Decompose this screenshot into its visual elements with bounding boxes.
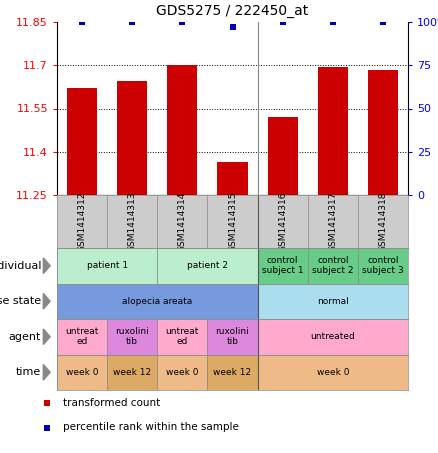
Text: week 0: week 0 — [166, 368, 198, 377]
Bar — [157, 248, 258, 284]
Text: GSM1414314: GSM1414314 — [178, 191, 187, 252]
Text: transformed count: transformed count — [64, 397, 161, 408]
Bar — [67, 88, 97, 195]
Bar — [258, 248, 308, 284]
Text: patient 2: patient 2 — [187, 261, 228, 270]
Text: control
subject 2: control subject 2 — [312, 256, 353, 275]
Text: disease state: disease state — [0, 296, 41, 306]
Bar — [217, 162, 247, 195]
Bar — [208, 355, 258, 390]
Text: percentile rank within the sample: percentile rank within the sample — [64, 423, 239, 433]
Text: individual: individual — [0, 261, 41, 271]
Bar — [258, 355, 408, 390]
Bar — [117, 81, 147, 195]
Text: week 0: week 0 — [66, 368, 98, 377]
Polygon shape — [43, 329, 50, 345]
Text: normal: normal — [317, 297, 349, 306]
Text: GSM1414312: GSM1414312 — [78, 191, 87, 252]
Text: ruxolini
tib: ruxolini tib — [115, 327, 149, 347]
Text: GSM1414316: GSM1414316 — [278, 191, 287, 252]
Bar — [358, 248, 408, 284]
Bar — [57, 284, 258, 319]
Text: ruxolini
tib: ruxolini tib — [215, 327, 249, 347]
Text: untreat
ed: untreat ed — [166, 327, 199, 347]
Polygon shape — [43, 294, 50, 309]
Bar — [107, 355, 157, 390]
Bar — [157, 355, 208, 390]
Bar — [308, 248, 358, 284]
Bar — [368, 70, 398, 195]
Text: untreat
ed: untreat ed — [65, 327, 99, 347]
Text: GSM1414318: GSM1414318 — [378, 191, 388, 252]
Title: GDS5275 / 222450_at: GDS5275 / 222450_at — [156, 4, 309, 18]
Bar — [258, 319, 408, 355]
Polygon shape — [43, 258, 50, 274]
Polygon shape — [43, 365, 50, 380]
Text: alopecia areata: alopecia areata — [122, 297, 192, 306]
Bar — [107, 319, 157, 355]
Text: week 0: week 0 — [317, 368, 349, 377]
Bar — [318, 67, 348, 195]
Text: untreated: untreated — [311, 332, 355, 341]
Bar — [57, 355, 107, 390]
Text: GSM1414313: GSM1414313 — [128, 191, 137, 252]
Text: agent: agent — [9, 332, 41, 342]
Bar — [157, 319, 208, 355]
Text: control
subject 3: control subject 3 — [362, 256, 404, 275]
Text: week 12: week 12 — [113, 368, 151, 377]
Bar — [167, 65, 198, 195]
Text: time: time — [16, 367, 41, 377]
Bar — [57, 319, 107, 355]
Text: GSM1414315: GSM1414315 — [228, 191, 237, 252]
Bar — [208, 319, 258, 355]
Text: patient 1: patient 1 — [87, 261, 128, 270]
Bar — [258, 284, 408, 319]
Text: GSM1414317: GSM1414317 — [328, 191, 337, 252]
Text: control
subject 1: control subject 1 — [262, 256, 304, 275]
Text: week 12: week 12 — [213, 368, 251, 377]
Bar — [57, 248, 157, 284]
Bar — [268, 117, 298, 195]
